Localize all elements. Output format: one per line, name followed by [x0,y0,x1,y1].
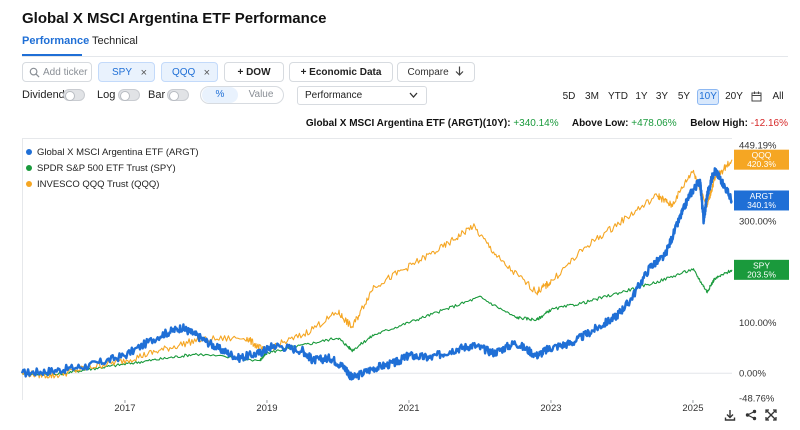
log-toggle[interactable] [118,89,140,101]
dividend-toggle[interactable] [63,89,85,101]
tab-performance[interactable]: Performance [22,35,90,47]
ticker-chip-qqq: QQQ × [161,62,218,82]
active-tab-indicator [22,54,82,56]
compare-label: Compare [407,67,449,78]
legend-dot [26,165,32,171]
y-tick-label: -48.76% [739,394,775,405]
below-high-value: -12.16% [750,118,788,129]
end-badge-ticker: QQQ [752,150,772,160]
chart-legend: Global X MSCI Argentina ETF (ARGT) SPDR … [26,145,199,193]
chart-plot-area [22,138,732,400]
legend-dot [26,149,32,155]
page-title: Global X MSCI Argentina ETF Performance [22,10,327,27]
end-badge-value: 203.5% [747,269,776,279]
percent-option[interactable]: % [202,87,238,103]
close-icon[interactable]: × [140,67,147,79]
x-tick-label: 2017 [114,403,135,414]
stats-change: +340.14% [513,118,559,129]
performance-select[interactable]: Performance [297,86,427,105]
chevron-down-icon [409,92,418,98]
tab-technical[interactable]: Technical [92,35,138,47]
stats-label: Global X MSCI Argentina ETF (ARGT)(10Y): [305,118,511,129]
end-badge-qqq [734,149,789,170]
legend-label: SPDR S&P 500 ETF Trust (SPY) [37,163,176,174]
legend-dot [26,181,32,187]
performance-select-value: Performance [305,90,363,101]
download-icon[interactable] [724,409,736,421]
range-3m[interactable]: 3M [585,91,599,102]
range-all[interactable]: All [772,91,784,102]
end-badge-spy [734,259,789,280]
x-tick-label: 2023 [540,403,561,414]
add-economic-data-button[interactable]: + Economic Data [289,62,393,82]
range-1y[interactable]: 1Y [635,91,648,102]
legend-label: Global X MSCI Argentina ETF (ARGT) [37,147,199,158]
performance-stats: Global X MSCI Argentina ETF (ARGT)(10Y):… [306,118,788,129]
end-badge-argt [734,190,789,211]
ticker-chip-label: SPY [112,67,133,78]
end-badge-value: 340.1% [747,200,776,210]
above-low-value: +478.06% [631,118,677,129]
calendar-icon[interactable] [751,91,762,102]
x-tick-label: 2025 [682,403,703,414]
series-line-qqq [21,159,733,379]
range-10y[interactable]: 10Y [697,89,719,105]
log-label: Log [97,89,116,101]
series-line-spy [21,268,733,377]
display-mode-toggle: % Value [200,86,284,104]
ticker-chip-label: QQQ [172,67,196,78]
end-badge-value: 420.3% [747,159,776,169]
legend-label: INVESCO QQQ Trust (QQQ) [37,179,160,190]
x-tick-label: 2019 [256,403,277,414]
above-low-label: Above Low: [571,118,629,129]
y-tick-label: 0.00% [739,369,766,380]
range-3y[interactable]: 3Y [655,91,669,102]
range-5d[interactable]: 5D [562,91,576,102]
compare-button[interactable]: Compare [397,62,475,82]
dividend-label: Dividend [22,89,65,101]
ticker-chip-spy: SPY × [98,62,155,82]
share-icon[interactable] [745,409,757,421]
range-5y[interactable]: 5Y [677,91,691,102]
add-dow-button[interactable]: + DOW [224,62,284,82]
arrow-down-icon [456,66,464,76]
add-ticker-input[interactable]: Add ticker [22,62,92,82]
bar-label: Bar [148,89,166,101]
bar-toggle[interactable] [167,89,189,101]
y-tick-label: 449.19% [739,141,777,152]
y-tick-label: 300.00% [739,216,777,227]
legend-item-qqq: INVESCO QQQ Trust (QQQ) [26,177,199,193]
fullscreen-icon[interactable] [765,409,777,421]
close-icon[interactable]: × [203,67,210,79]
x-tick-label: 2021 [398,403,419,414]
end-badge-ticker: ARGT [750,191,774,201]
range-ytd[interactable]: YTD [608,91,628,102]
legend-item-argt: Global X MSCI Argentina ETF (ARGT) [26,145,199,161]
end-badge-ticker: SPY [753,260,770,270]
legend-item-spy: SPDR S&P 500 ETF Trust (SPY) [26,161,199,177]
range-20y[interactable]: 20Y [725,91,743,102]
y-tick-label: 100.00% [739,318,777,329]
series-line-argt [20,167,733,381]
search-icon [29,67,40,78]
add-ticker-placeholder: Add ticker [43,67,88,78]
value-option[interactable]: Value [248,89,274,100]
tab-bar: Performance Technical [22,34,788,57]
below-high-label: Below High: [690,118,748,129]
